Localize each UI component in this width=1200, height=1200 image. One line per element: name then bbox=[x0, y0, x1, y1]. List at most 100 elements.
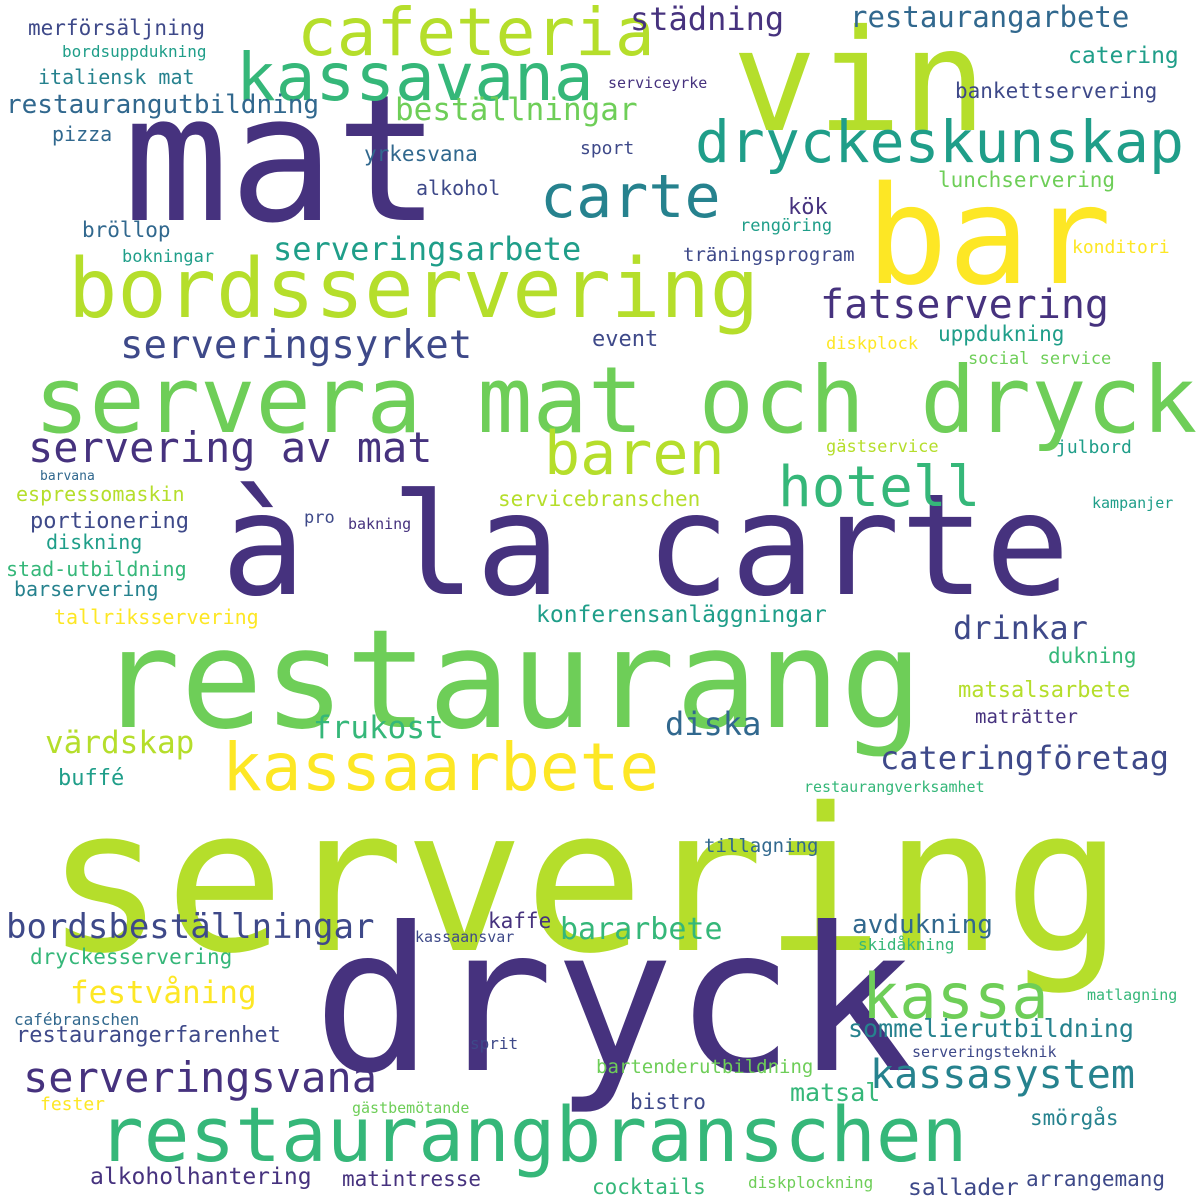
word-cafeteria: cafeteria bbox=[297, 0, 655, 71]
word-kaffe: kaffe bbox=[488, 909, 552, 933]
word-serveringsyrket: serveringsyrket bbox=[120, 323, 473, 368]
word-restaurangutbildning: restaurangutbildning bbox=[6, 90, 320, 120]
word-catering: catering bbox=[1068, 43, 1179, 69]
word-bestallningar: beställningar bbox=[395, 92, 638, 128]
word-kassasystem: kassasystem bbox=[870, 1052, 1135, 1098]
word-servering: servering bbox=[45, 765, 1124, 997]
word-dryckeskunskap: dryckeskunskap bbox=[695, 108, 1184, 176]
word-serveringsvana: serveringsvana bbox=[23, 1053, 378, 1102]
word-kassa: kassa bbox=[862, 960, 1049, 1033]
word-portionering: portionering bbox=[30, 509, 189, 534]
word-gastservice: gästservice bbox=[826, 437, 939, 457]
word-barservering: barservering bbox=[14, 577, 159, 601]
word-sommelierutbildning: sommelierutbildning bbox=[848, 1014, 1134, 1043]
word-kassavana: kassavana bbox=[236, 39, 594, 116]
word-bordsuppdukning: bordsuppdukning bbox=[62, 42, 207, 61]
word-brollop: bröllop bbox=[82, 218, 171, 242]
word-fatservering: fatservering bbox=[820, 282, 1109, 328]
word-smorgas: smörgås bbox=[1030, 1106, 1119, 1130]
word-bordsservering: bordsservering bbox=[68, 242, 760, 337]
word-matlagning: matlagning bbox=[1087, 986, 1178, 1004]
word-servicebranschen: servicebranschen bbox=[498, 487, 701, 511]
word-servering-av-mat: servering av mat bbox=[28, 423, 433, 472]
word-kassaarbete: kassaarbete bbox=[222, 729, 660, 806]
word-buffe: buffé bbox=[58, 766, 125, 791]
word-matsalsarbete: matsalsarbete bbox=[958, 678, 1131, 703]
word-matsal: matsal bbox=[790, 1078, 881, 1107]
word-pizza: pizza bbox=[52, 122, 113, 146]
word-hotell: hotell bbox=[778, 455, 981, 520]
word-bistro: bistro bbox=[630, 1090, 706, 1114]
word-bordsbestallningar: bordsbeställningar bbox=[6, 907, 375, 947]
word-barvana: barvana bbox=[40, 469, 95, 484]
word-stad-utbildning: stad-utbildning bbox=[6, 557, 187, 581]
word-kok: kök bbox=[788, 195, 828, 220]
word-avdukning: avdukning bbox=[852, 910, 993, 940]
word-skidakning: skidåkning bbox=[858, 935, 955, 954]
word-diskplockning: diskplockning bbox=[748, 1173, 874, 1192]
word-diskning: diskning bbox=[46, 530, 143, 554]
word-social-service: social service bbox=[968, 349, 1112, 369]
word-restaurangverksamhet: restaurangverksamhet bbox=[804, 778, 985, 796]
word-kampanjer: kampanjer bbox=[1092, 494, 1174, 512]
word-event: event bbox=[592, 327, 659, 352]
word-festvaning: festvåning bbox=[70, 975, 257, 1011]
word-vardskap: värdskap bbox=[45, 725, 195, 761]
word-tallriksservering: tallriksservering bbox=[54, 605, 259, 629]
word-bararbete: bararbete bbox=[560, 912, 723, 947]
word-italiensk-mat: italiensk mat bbox=[38, 65, 195, 89]
word-pro: pro bbox=[304, 508, 335, 528]
word-mat: mat bbox=[123, 57, 441, 262]
word-dryck: dryck bbox=[313, 885, 916, 1118]
word-dryckesservering: dryckesservering bbox=[30, 945, 233, 969]
word-restaurang: restaurang bbox=[98, 601, 923, 760]
word-carte: carte bbox=[540, 162, 721, 232]
word-drinkar: drinkar bbox=[953, 609, 1088, 647]
word-serveringsarbete: serveringsarbete bbox=[273, 230, 582, 268]
word-espressomaskin: espressomaskin bbox=[16, 482, 185, 506]
word-serviceyrke: serviceyrke bbox=[608, 74, 708, 92]
word-alkoholhantering: alkoholhantering bbox=[90, 1164, 312, 1190]
word-diskplock: diskplock bbox=[826, 334, 919, 354]
word-stadning: städning bbox=[630, 0, 785, 38]
word-servera-mat-och-dryck: servera mat och dryck bbox=[34, 347, 1198, 454]
word-julbord: julbord bbox=[1056, 437, 1132, 458]
word-uppdukning: uppdukning bbox=[938, 322, 1065, 346]
word-kassaansvar: kassaansvar bbox=[415, 928, 515, 946]
word-lunchservering: lunchservering bbox=[938, 168, 1116, 192]
word-matintresse: matintresse bbox=[342, 1167, 482, 1191]
word-alkohol: alkohol bbox=[416, 176, 501, 200]
word-konditori: konditori bbox=[1072, 237, 1170, 258]
word-traningsprogram: träningsprogram bbox=[683, 244, 855, 266]
word-dukning: dukning bbox=[1048, 644, 1137, 668]
word-arrangemang: arrangemang bbox=[1026, 1167, 1166, 1191]
word-rengoring: rengöring bbox=[740, 216, 833, 236]
word-cafebranschen: cafébranschen bbox=[14, 1010, 140, 1029]
word-merforsaljning: merförsäljning bbox=[28, 16, 206, 40]
word-cateringforetag: cateringföretag bbox=[880, 739, 1169, 777]
word-sallader: sallader bbox=[908, 1175, 1019, 1200]
word-gastbemotande: gästbemötande bbox=[352, 1099, 470, 1117]
word-bankettservering: bankettservering bbox=[955, 79, 1158, 103]
word-bartenderutbildning: bartenderutbildning bbox=[596, 1056, 814, 1078]
word-frukost: frukost bbox=[313, 710, 444, 746]
word-konferensanlaggningar: konferensanläggningar bbox=[536, 602, 827, 628]
word-diska: diska bbox=[665, 705, 762, 743]
word-fester: fester bbox=[40, 1094, 106, 1115]
word-cocktails: cocktails bbox=[592, 1175, 706, 1199]
word-vin: vin bbox=[732, 0, 987, 164]
word-bakning: bakning bbox=[348, 515, 412, 533]
word-bar: bar bbox=[866, 158, 1112, 316]
word-matratter: maträtter bbox=[975, 706, 1078, 728]
word-baren: baren bbox=[544, 419, 725, 489]
word-serveringsteknik: serveringsteknik bbox=[912, 1043, 1057, 1061]
word-sprit: sprit bbox=[470, 1034, 519, 1053]
word-tillagning: tillagning bbox=[704, 835, 819, 857]
word-restaurangarbete: restaurangarbete bbox=[850, 0, 1130, 34]
word-restaurangbranschen: restaurangbranschen bbox=[98, 1090, 968, 1179]
word-a-la-carte: à la carte bbox=[221, 464, 1070, 628]
word-sport: sport bbox=[580, 138, 635, 159]
word-bokningar: bokningar bbox=[122, 247, 215, 267]
word-restaurangerfarenhet: restaurangerfarenhet bbox=[16, 1023, 281, 1048]
